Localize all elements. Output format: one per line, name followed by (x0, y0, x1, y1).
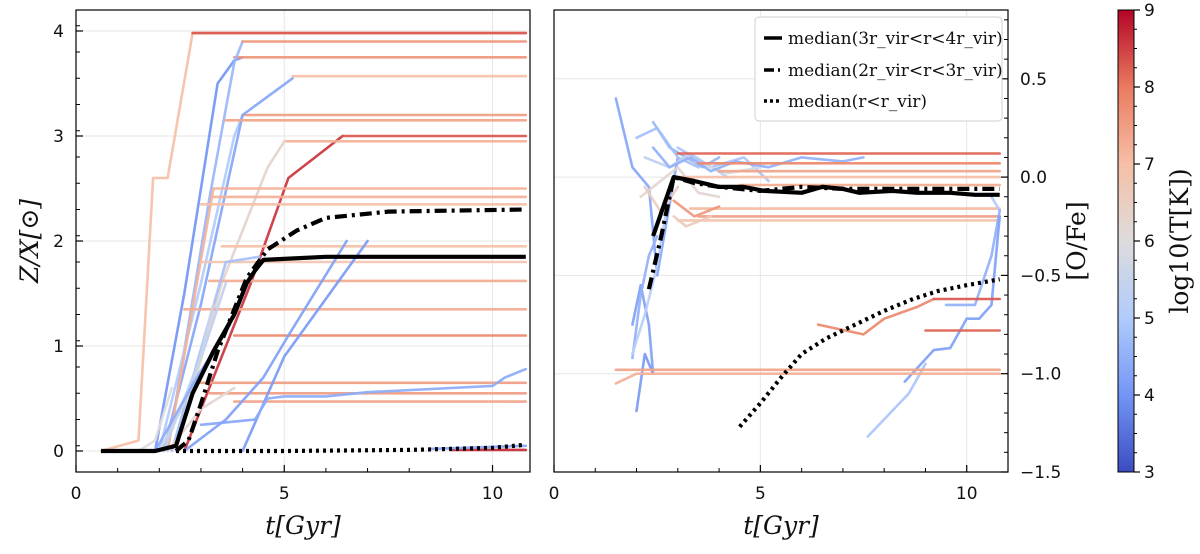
left-xlabel: t[Gyr] (265, 511, 341, 540)
right-track-line (672, 215, 713, 228)
right-track-line (692, 160, 762, 175)
left-median-solid-line (101, 254, 526, 454)
left-plot-panel: 0 5 10 0 1 2 3 4 Z/X[⊙] t[Gyr] (15, 9, 531, 540)
legend-label-dotted: median(r<r_vir) (788, 92, 927, 112)
left-track-line (183, 134, 344, 453)
right-track-line (990, 195, 1002, 212)
left-track-line (166, 187, 528, 453)
legend-label-dashdot: median(2r_vir<r<3r_vir) (788, 61, 1003, 81)
right-xtick-label: 0 (549, 484, 560, 504)
right-ytick-label: 0.0 (1020, 168, 1047, 188)
right-ytick-label: 0.5 (1020, 70, 1047, 90)
left-track-line (137, 386, 174, 453)
colorbar-tick-label: 9 (1144, 1, 1155, 21)
colorbar-label: log10(T[K]) (1165, 168, 1194, 313)
left-xtick-label: 5 (279, 484, 290, 504)
right-ylabel: [O/Fe] (1062, 201, 1091, 280)
right-track-line (635, 126, 700, 169)
right-plot-panel: 0 5 10 0.5 0.0 −0.5 −1.0 −1.5 [O/Fe] t[Gyr] med… (549, 9, 1091, 540)
left-track-line (162, 77, 294, 453)
colorbar-tick-label: 3 (1144, 463, 1155, 483)
right-track-line (672, 199, 721, 218)
right-xlabel: t[Gyr] (743, 511, 819, 540)
right-track-line (614, 372, 1002, 385)
right-xtick-label: 10 (956, 484, 978, 504)
left-ytick-label: 2 (53, 232, 64, 252)
left-ticks: 0 5 10 0 1 2 3 4 (53, 22, 503, 504)
colorbar-ticks: 3 4 5 6 7 8 9 (1134, 1, 1155, 483)
left-medians (101, 207, 527, 454)
right-ticks: 0 5 10 0.5 0.0 −0.5 −1.0 −1.5 (549, 19, 1061, 504)
left-median-dashdot-line (174, 207, 526, 453)
left-track-line (158, 302, 215, 453)
colorbar-tick-label: 6 (1144, 232, 1155, 252)
left-ytick-label: 1 (53, 337, 64, 357)
left-track-line (199, 418, 257, 427)
left-track-line (183, 239, 349, 453)
right-xtick-label: 5 (755, 484, 766, 504)
colorbar-tick-label: 5 (1144, 309, 1155, 329)
right-track-line (651, 146, 865, 173)
left-ytick-label: 3 (53, 127, 64, 147)
left-median-dotted-line (176, 442, 527, 454)
left-tracks (99, 31, 528, 453)
right-track-line (816, 297, 936, 336)
right-median-dotted-line (738, 277, 1001, 429)
right-track-line (614, 97, 680, 277)
colorbar-tick-label: 4 (1144, 386, 1155, 406)
right-tracks (614, 97, 1002, 438)
right-track-line (631, 283, 655, 376)
left-ytick-label: 0 (53, 442, 64, 462)
colorbar: 3 4 5 6 7 8 9 log10(T[K]) (1117, 1, 1194, 483)
right-medians (646, 175, 1001, 429)
right-ytick-label: −1.0 (1020, 365, 1061, 385)
left-ytick-label: 4 (53, 22, 64, 42)
left-ylabel: Z/X[⊙] (15, 199, 44, 284)
left-track-line (158, 113, 244, 453)
left-xtick-label: 10 (482, 484, 504, 504)
right-axes-frame (553, 9, 1009, 473)
colorbar-tick-label: 8 (1144, 78, 1155, 98)
right-track-line (944, 209, 1002, 307)
right-track-line (635, 352, 655, 413)
right-median-dashdot-line (646, 175, 1000, 290)
right-track-line (631, 234, 659, 360)
right-ytick-label: −0.5 (1020, 266, 1061, 286)
colorbar-tick-label: 7 (1144, 155, 1155, 175)
legend-label-solid: median(3r_vir<r<4r_vir) (788, 29, 1003, 49)
right-track-line (631, 215, 667, 356)
left-track-line (153, 55, 244, 453)
legend-box (754, 16, 1003, 122)
right-ytick-label: −1.5 (1020, 463, 1061, 483)
colorbar-gradient (1117, 9, 1135, 473)
right-track-line (903, 215, 1002, 383)
left-track-line (253, 367, 528, 421)
left-xtick-label: 0 (71, 484, 82, 504)
legend: median(3r_vir<r<4r_vir) median(2r_vir<r<… (754, 16, 1003, 122)
